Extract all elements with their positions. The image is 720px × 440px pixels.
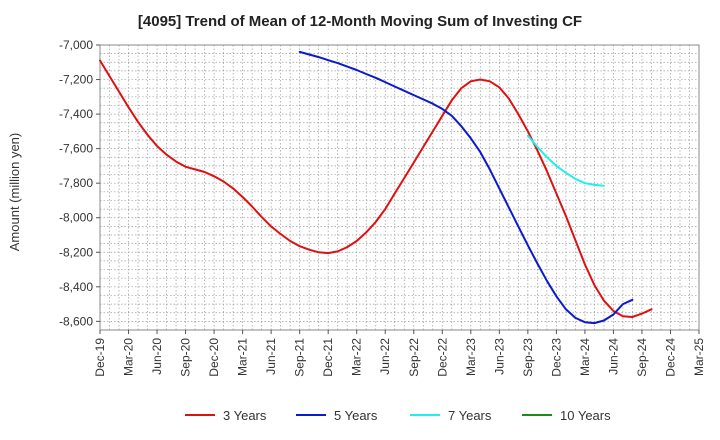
x-tick-label: Mar-23: [464, 338, 478, 376]
x-tick-label: Sep-22: [407, 338, 421, 377]
x-tick-label: Dec-23: [549, 338, 563, 377]
x-tick-label: Sep-23: [521, 338, 535, 377]
x-tick-label: Sep-21: [293, 338, 307, 377]
y-tick-label: -7,000: [59, 38, 93, 52]
x-tick-label: Mar-24: [578, 338, 592, 376]
legend-label-7-years: 7 Years: [448, 408, 492, 423]
x-tick-label: Jun-24: [606, 338, 620, 375]
x-tick-label: Sep-24: [635, 338, 649, 377]
x-tick-label: Dec-22: [435, 338, 449, 377]
legend-label-3-years: 3 Years: [223, 408, 267, 423]
y-tick-label: -7,400: [59, 107, 93, 121]
x-tick-label: Mar-21: [236, 338, 250, 376]
y-tick-label: -7,200: [59, 73, 93, 87]
x-tick-label: Mar-22: [350, 338, 364, 376]
x-tick-label: Dec-20: [207, 338, 221, 377]
series-line-7-years: [526, 134, 605, 187]
chart-title: [4095] Trend of Mean of 12-Month Moving …: [138, 13, 582, 30]
x-tick-label: Dec-21: [321, 338, 335, 377]
series-line-3-years: [99, 59, 653, 318]
x-tick-label: Dec-24: [663, 338, 677, 377]
y-tick-label: -7,600: [59, 142, 93, 156]
x-tick-label: Dec-19: [93, 338, 107, 377]
y-axis-label: Amount (million yen): [7, 133, 22, 252]
legend-label-5-years: 5 Years: [334, 408, 378, 423]
legend-label-10-years: 10 Years: [560, 408, 611, 423]
x-tick-label: Jun-21: [264, 338, 278, 375]
x-tick-label: Jun-20: [150, 338, 164, 375]
y-axis: -7,000 -7,200 -7,400 -7,600 -7,800 -8,000 -8,2…: [59, 38, 100, 328]
x-tick-label: Jun-22: [378, 338, 392, 375]
x-tick-label: Sep-20: [179, 338, 193, 377]
y-tick-label: -8,600: [59, 314, 93, 328]
x-axis: Dec-19 Mar-20 Jun-20 Sep-20 Dec-20 Mar-21 Jun-…: [93, 330, 706, 377]
x-tick-label: Jun-23: [492, 338, 506, 375]
y-tick-label: -8,000: [59, 211, 93, 225]
legend: 3 Years 5 Years 7 Years 10 Years: [185, 408, 611, 423]
y-tick-label: -8,400: [59, 280, 93, 294]
x-tick-label: Mar-25: [692, 338, 706, 376]
y-tick-label: -7,800: [59, 176, 93, 190]
series-lines: [99, 50, 653, 325]
plot-frame: [99, 44, 700, 331]
y-tick-label: -8,200: [59, 245, 93, 259]
series-line-5-years: [298, 50, 634, 325]
x-tick-label: Mar-20: [122, 338, 136, 376]
